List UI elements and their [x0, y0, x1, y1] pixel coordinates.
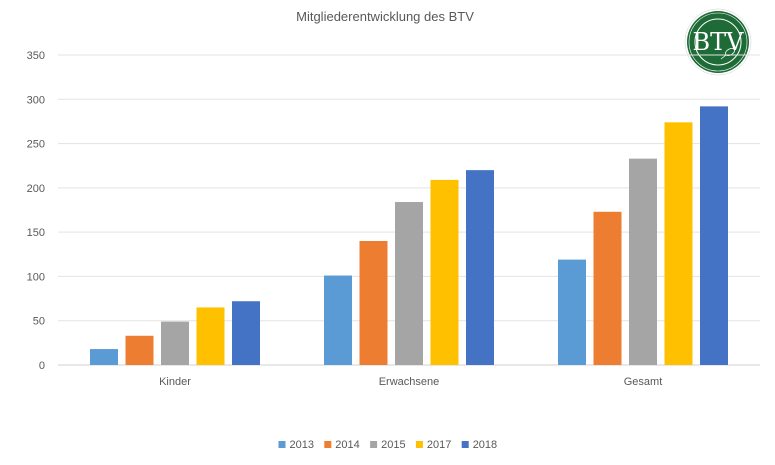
legend-item-2013: 2013 [278, 439, 314, 451]
x-category-label: Kinder [159, 376, 191, 388]
bar-2013-gesamt: 2013 Gesamt: 119 [558, 259, 586, 365]
x-axis-category-labels: Kinder Erwachsene Gesamt [159, 376, 662, 388]
bar-2018-gesamt: 2018 Gesamt: 292 [700, 106, 728, 365]
x-category-label: Erwachsene [379, 376, 440, 388]
legend-item-2017: 2017 [415, 439, 451, 451]
chart-title: Mitgliederentwicklung des BTV [296, 9, 474, 24]
legend-label: 2017 [427, 439, 451, 451]
legend-swatch [324, 441, 332, 448]
legend-label: 2018 [473, 439, 497, 451]
y-axis-ticks: 0 50 100 150 200 250 300 350 [27, 50, 45, 372]
x-category-label: Gesamt [624, 376, 663, 388]
bar-2014-erwachsene: 2014 Erwachsene: 140 [359, 241, 388, 365]
y-tick-label: 150 [27, 227, 45, 239]
legend-label: 2014 [335, 439, 359, 451]
bar-2014-kinder: 2014 Kinder: 33 [125, 335, 154, 365]
logo-text: BTV [693, 28, 745, 56]
bar-series: 2013 Kinder: 18 2014 Kinder: 332015 Kinde… [90, 106, 728, 365]
y-tick-label: 350 [27, 50, 45, 62]
legend-swatch [461, 441, 469, 448]
bar-2015-kinder: 2015 Kinder: 49 [161, 321, 189, 365]
bar-2017-gesamt: 2017 Gesamt: 274 [664, 122, 693, 365]
legend-item-2018: 2018 [461, 439, 497, 451]
bar-2018-kinder: 2018 Kinder: 72 [232, 301, 260, 365]
y-tick-label: 200 [27, 183, 45, 195]
legend-label: 2015 [381, 439, 405, 451]
legend-swatch [278, 441, 286, 448]
legend-label: 2013 [290, 439, 314, 451]
bar-2014-gesamt: 2014 Gesamt: 173 [593, 211, 622, 365]
bar-2015-erwachsene: 2015 Erwachsene: 184 [395, 202, 423, 365]
legend-swatch [415, 441, 423, 448]
y-tick-label: 0 [39, 360, 45, 372]
bar-2017-erwachsene: 2017 Erwachsene: 209 [430, 179, 459, 365]
legend-item-2015: 2015 [370, 439, 406, 451]
bar-2018-erwachsene: 2018 Erwachsene: 220 [466, 170, 494, 365]
legend: 2013 2014 2015 2017 2018 [278, 439, 497, 451]
y-tick-label: 300 [27, 94, 45, 106]
bar-2013-kinder: 2013 Kinder: 18 [90, 349, 118, 365]
bar-2013-erwachsene: 2013 Erwachsene: 101 [324, 275, 352, 365]
y-tick-label: 100 [27, 271, 45, 283]
y-tick-label: 50 [33, 316, 45, 328]
btv-club-logo-icon: BTV [684, 8, 752, 76]
legend-item-2014: 2014 [324, 439, 360, 451]
y-tick-label: 250 [27, 139, 45, 151]
bar-2015-gesamt: 2015 Gesamt: 233 [629, 158, 657, 365]
bar-2017-kinder: 2017 Kinder: 65 [196, 307, 225, 365]
legend-swatch [370, 441, 378, 448]
